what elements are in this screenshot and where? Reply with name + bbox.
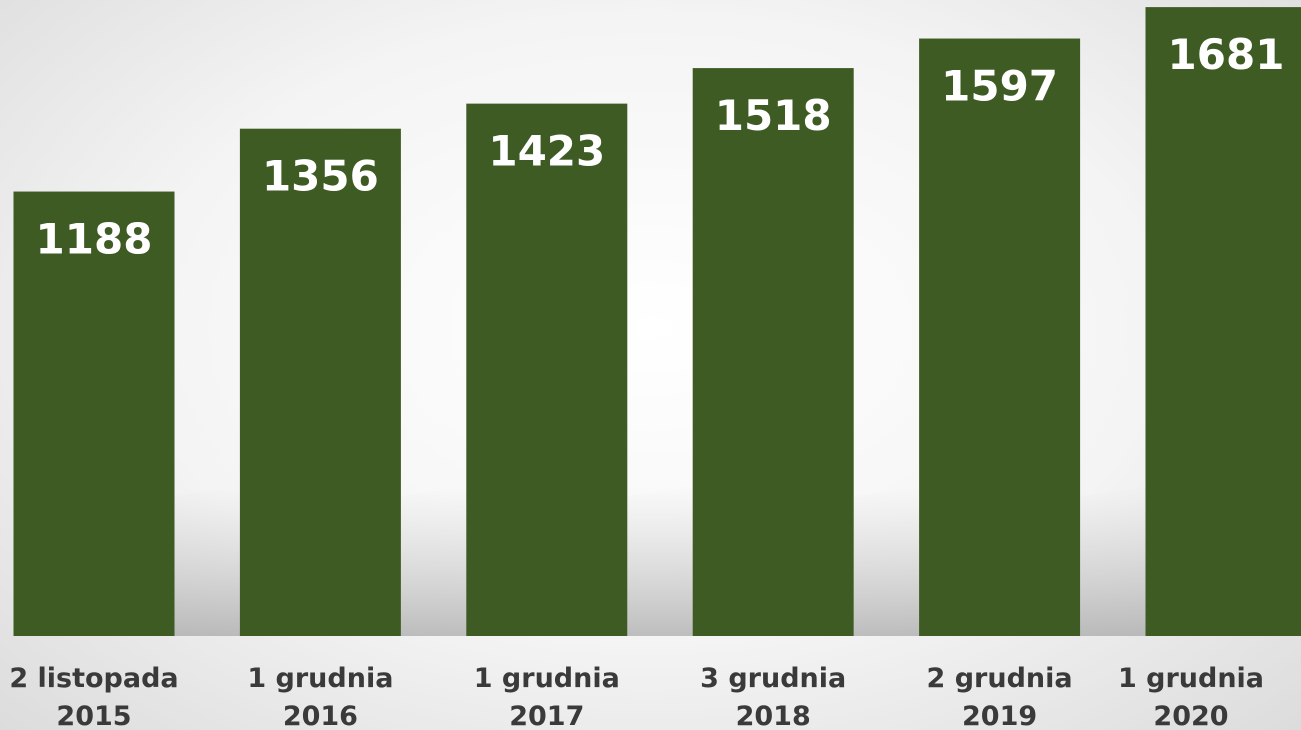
value-label: 1423 xyxy=(488,127,605,176)
value-label: 1356 xyxy=(262,152,379,201)
value-label: 1518 xyxy=(715,91,832,140)
x-tick-label: 1 grudnia 2020 xyxy=(1117,663,1265,730)
bar xyxy=(13,191,175,637)
x-tick-label: 1 grudnia 2017 xyxy=(473,663,620,730)
bar xyxy=(692,68,854,636)
value-label: 1681 xyxy=(1168,30,1285,79)
bar xyxy=(919,38,1081,636)
bar-shadow xyxy=(627,486,698,636)
bar xyxy=(239,128,401,636)
bar-shadow xyxy=(1080,486,1151,636)
bar xyxy=(466,103,628,636)
bar-shadow xyxy=(400,486,471,636)
value-label: 1188 xyxy=(36,215,153,264)
x-tick-label: 1 grudnia 2016 xyxy=(247,663,394,730)
value-label: 1597 xyxy=(941,62,1058,111)
x-tick-label: 2 grudnia 2019 xyxy=(926,663,1073,730)
bar xyxy=(1145,7,1301,637)
bar-shadow xyxy=(853,486,924,636)
x-tick-label: 3 grudnia 2018 xyxy=(700,663,847,730)
bar-shadow xyxy=(174,486,245,636)
x-tick-label: 2 listopada 2015 xyxy=(9,663,179,730)
